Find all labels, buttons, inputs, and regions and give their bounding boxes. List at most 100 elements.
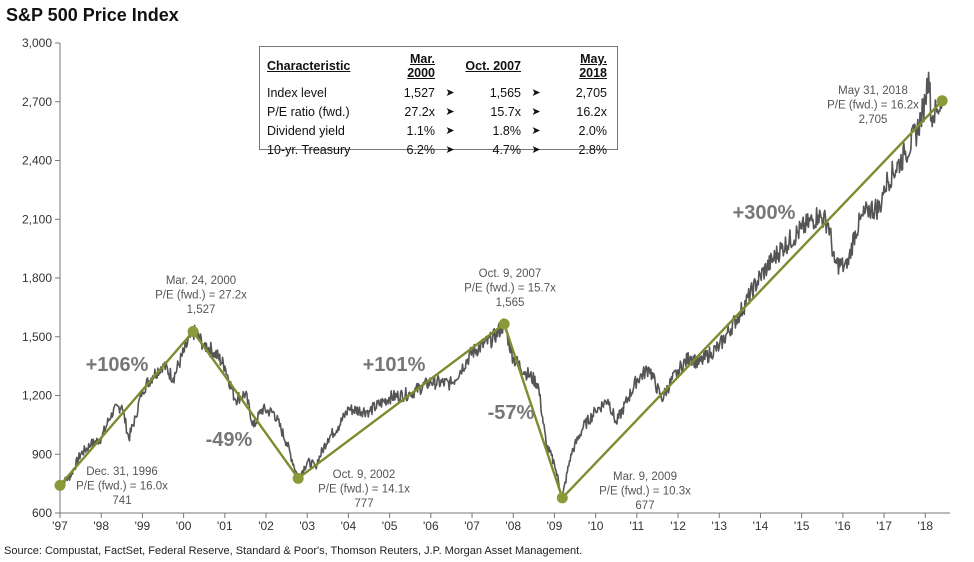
x-tick-label: '98: [93, 519, 109, 533]
marker-annotation: Oct. 9, 2002: [333, 469, 396, 481]
data-point-marker: [54, 479, 66, 491]
table-row-label: Dividend yield: [267, 123, 345, 138]
table-cell: 4.7%: [492, 142, 522, 157]
table-cell: 2.8%: [578, 142, 608, 157]
x-tick-label: '13: [711, 519, 727, 533]
x-tick-label: '97: [52, 519, 68, 533]
data-point-marker: [187, 325, 199, 337]
change-label: -57%: [488, 402, 535, 424]
axes: 600 900 1,200 1,500 1,800 2,100 2,400 2,700 3,00…: [22, 36, 950, 533]
trend-series-line: [59, 99, 944, 501]
marker-annotation: P/E (fwd.) = 14.1x: [318, 484, 410, 496]
table-cell: 1,527: [403, 85, 435, 100]
y-tick-label: 1,500: [22, 330, 52, 344]
x-tick-label: '03: [299, 519, 315, 533]
x-tick-label: '99: [135, 519, 151, 533]
marker-annotation: P/E (fwd.) = 10.3x: [599, 486, 691, 498]
data-point-marker: [556, 492, 568, 504]
x-tick-label: '11: [629, 519, 644, 533]
x-tick-label: '14: [753, 519, 769, 533]
table-row-label: 10-yr. Treasury: [267, 142, 351, 157]
table-header-mar-2000: Mar. 2000: [407, 52, 435, 80]
marker-annotation: P/E (fwd.) = 16.0x: [76, 481, 168, 493]
price-series-line: [59, 71, 943, 499]
marker-annotation: 741: [112, 495, 131, 507]
right-arrow-icon: ➤: [531, 106, 541, 118]
marker-annotation: 677: [635, 500, 654, 512]
right-arrow-icon: ➤: [531, 125, 541, 137]
table-header-characteristic: Characteristic: [267, 59, 351, 73]
table-cell: 1,565: [489, 85, 521, 100]
y-tick-label: 1,200: [22, 389, 52, 403]
y-tick-label: 2,400: [22, 154, 52, 168]
y-tick-label: 2,700: [22, 95, 52, 109]
series-layer: [59, 71, 944, 501]
marker-annotation: May 31, 2018: [838, 85, 908, 97]
x-tick-label: '18: [917, 519, 933, 533]
x-tick-label: '16: [835, 519, 851, 533]
right-arrow-icon: ➤: [445, 144, 455, 156]
source-note: Source: Compustat, FactSet, Federal Rese…: [4, 545, 583, 557]
table-row-label: P/E ratio (fwd.): [267, 104, 350, 119]
change-label: +101%: [363, 354, 426, 376]
marker-annotation: Mar. 9, 2009: [613, 471, 677, 483]
x-tick-label: '01: [217, 519, 233, 533]
marker-layer: [54, 95, 948, 504]
right-arrow-icon: ➤: [445, 87, 455, 99]
marker-annotation: 2,705: [859, 114, 888, 126]
table-cell: 27.2x: [404, 104, 435, 119]
x-tick-label: '00: [176, 519, 192, 533]
marker-annotation: P/E (fwd.) = 16.2x: [827, 100, 919, 112]
table-cell: 15.7x: [490, 104, 521, 119]
right-arrow-icon: ➤: [531, 144, 541, 156]
data-point-marker: [292, 472, 304, 484]
table-cell: 6.2%: [406, 142, 436, 157]
x-tick-label: '15: [794, 519, 810, 533]
chart-title: S&P 500 Price Index: [6, 5, 179, 25]
change-label: +300%: [733, 202, 796, 224]
data-point-marker: [498, 318, 510, 330]
table-header-oct-2007: Oct. 2007: [465, 59, 521, 73]
x-tick-label: '07: [464, 519, 480, 533]
change-label: -49%: [206, 429, 253, 451]
marker-annotation: 1,565: [496, 297, 525, 309]
right-arrow-icon: ➤: [445, 106, 455, 118]
x-tick-label: '04: [341, 519, 357, 533]
marker-annotation: Mar. 24, 2000: [166, 275, 236, 287]
x-tick-label: '05: [382, 519, 398, 533]
y-tick-label: 600: [32, 506, 52, 520]
marker-annotation: P/E (fwd.) = 15.7x: [464, 283, 556, 295]
x-tick-label: '09: [547, 519, 563, 533]
annotation-layer: Dec. 31, 1996 P/E (fwd.) = 16.0x 741 Mar. 2…: [76, 85, 919, 512]
x-tick-label: '12: [670, 519, 686, 533]
table-cell: 16.2x: [576, 104, 607, 119]
x-tick-label: '02: [258, 519, 274, 533]
table-row: P/E ratio (fwd.) 27.2x ➤ 15.7x ➤ 16.2x: [267, 102, 607, 121]
y-tick-label: 2,100: [22, 212, 52, 226]
table-row: 10-yr. Treasury 6.2% ➤ 4.7% ➤ 2.8%: [267, 140, 607, 159]
x-tick-label: '06: [423, 519, 439, 533]
marker-annotation: P/E (fwd.) = 27.2x: [155, 290, 247, 302]
table-row: Dividend yield 1.1% ➤ 1.8% ➤ 2.0%: [267, 121, 607, 140]
table-header-may-2018: May. 2018: [579, 52, 607, 80]
data-point-marker: [936, 95, 948, 107]
x-tick-label: '10: [588, 519, 604, 533]
marker-annotation: Oct. 9, 2007: [479, 268, 542, 280]
right-arrow-icon: ➤: [445, 125, 455, 137]
table-cell: 1.1%: [406, 123, 436, 138]
characteristics-table: Characteristic Mar. 2000 Oct. 2007 May. …: [259, 46, 618, 157]
y-tick-label: 1,800: [22, 271, 52, 285]
right-arrow-icon: ➤: [531, 87, 541, 99]
y-tick-label: 900: [32, 447, 52, 461]
x-tick-label: '08: [505, 519, 521, 533]
y-tick-label: 3,000: [22, 36, 52, 50]
table-cell: 2,705: [575, 85, 607, 100]
table-cell: 1.8%: [492, 123, 522, 138]
marker-annotation: 777: [354, 498, 373, 510]
change-label: +106%: [86, 354, 149, 376]
x-tick-label: '17: [876, 519, 892, 533]
table-cell: 2.0%: [578, 123, 608, 138]
table-row: Index level 1,527 ➤ 1,565 ➤ 2,705: [267, 83, 607, 102]
table-row-label: Index level: [267, 85, 327, 100]
